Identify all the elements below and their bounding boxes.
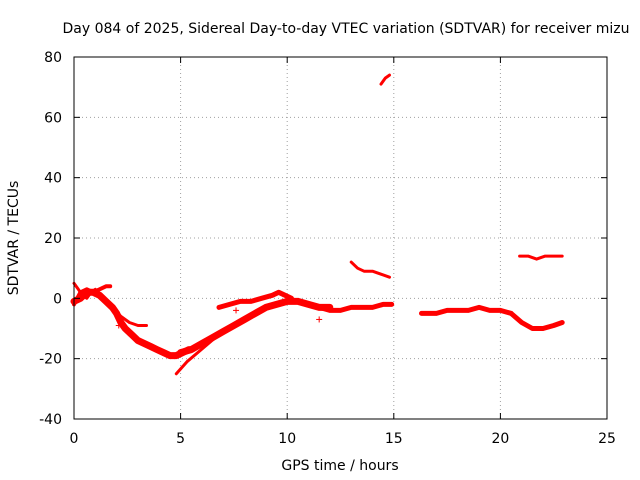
plus-marker-point: [115, 322, 122, 329]
y-tick-label: 60: [44, 110, 62, 126]
x-axis-label: GPS time / hours: [281, 458, 398, 474]
plus-marker-point: [316, 316, 323, 323]
y-tick-label: 0: [53, 291, 62, 307]
series-arc-8: [316, 301, 395, 313]
series-arc-7: [216, 289, 294, 310]
x-tick-label: 20: [491, 431, 509, 447]
series-arc-6: [177, 297, 334, 357]
gridlines: [74, 57, 607, 419]
plus-marker-point: [233, 307, 240, 314]
y-axis-label: SDTVAR / TECUs: [6, 181, 22, 296]
chart-title: Day 084 of 2025, Sidereal Day-to-day VTE…: [63, 21, 630, 37]
y-tick-label: 20: [44, 231, 62, 247]
axis-ticks: 0 5 10 15 20 25 -40 -20 0 20 40 60 80: [39, 50, 616, 447]
series-arc-9: [379, 73, 391, 86]
series-arc-11: [419, 304, 514, 316]
series-arc-10: [349, 260, 391, 279]
x-tick-label: 5: [176, 431, 185, 447]
y-tick-label: -20: [39, 352, 62, 368]
x-tick-label: 0: [70, 431, 79, 447]
series-arc-12: [508, 310, 565, 331]
series-arc-13: [518, 254, 564, 261]
data-series: [70, 73, 565, 376]
x-tick-label: 10: [278, 431, 296, 447]
x-tick-label: 15: [385, 431, 403, 447]
series-arc-4: [110, 305, 148, 327]
y-tick-label: -40: [39, 412, 62, 428]
y-tick-label: 80: [44, 50, 62, 66]
y-tick-label: 40: [44, 171, 62, 187]
x-tick-label: 25: [598, 431, 616, 447]
series-arc-3: [70, 288, 193, 360]
